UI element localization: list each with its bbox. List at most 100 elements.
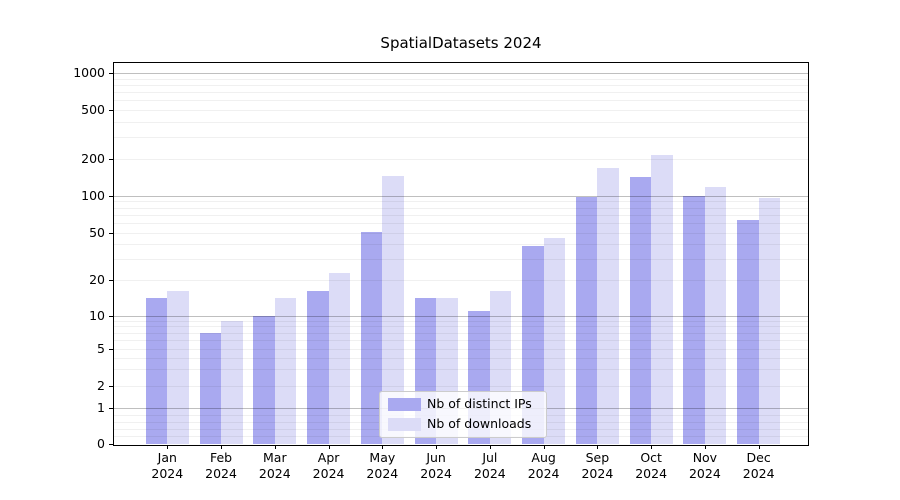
minor-gridline bbox=[114, 214, 809, 216]
x-label-month: Apr bbox=[317, 449, 340, 465]
legend-item-downloads: Nb of downloads bbox=[380, 414, 546, 434]
y-tick-mark bbox=[109, 315, 113, 317]
x-label-year: 2024 bbox=[205, 465, 237, 481]
x-label-month: Oct bbox=[640, 449, 662, 465]
x-tick-label: Mar 2024 bbox=[245, 450, 305, 482]
bar-downloads-nov bbox=[704, 187, 727, 444]
y-tick-mark bbox=[109, 385, 113, 387]
x-label-month: Dec bbox=[746, 449, 771, 465]
minor-gridline bbox=[114, 357, 809, 359]
y-tick-label: 2 bbox=[97, 377, 105, 393]
bar-ips-nov bbox=[683, 195, 705, 444]
bar-downloads-jan bbox=[167, 291, 189, 444]
major-gridline bbox=[114, 73, 809, 75]
legend-swatch-icon bbox=[388, 398, 421, 411]
y-tick-mark bbox=[109, 280, 113, 281]
bar-ips-jan bbox=[145, 298, 168, 444]
x-label-year: 2024 bbox=[581, 465, 614, 481]
minor-gridline bbox=[114, 320, 809, 322]
minor-gridline bbox=[114, 121, 809, 123]
bar-downloads-dec bbox=[758, 197, 781, 444]
x-tick-mark bbox=[758, 445, 760, 449]
x-label-year: 2024 bbox=[312, 465, 345, 481]
minor-gridline bbox=[114, 369, 809, 371]
x-tick-label: Jan 2024 bbox=[137, 450, 197, 482]
y-tick-label: 200 bbox=[81, 151, 105, 166]
legend-label: Nb of distinct IPs bbox=[427, 396, 532, 411]
x-label-year: 2024 bbox=[420, 465, 452, 481]
minor-gridline bbox=[114, 207, 809, 209]
y-tick-label: 1000 bbox=[73, 65, 105, 81]
x-label-year: 2024 bbox=[151, 465, 184, 481]
x-tick-mark bbox=[167, 445, 169, 449]
y-tick-label: 20 bbox=[89, 272, 105, 287]
x-label-month: May bbox=[369, 449, 396, 465]
x-tick-label: Aug 2024 bbox=[514, 450, 574, 482]
x-label-month: Feb bbox=[209, 449, 233, 465]
minor-gridline bbox=[114, 340, 809, 342]
y-tick-label: 10 bbox=[89, 307, 105, 323]
minor-gridline bbox=[114, 100, 809, 102]
x-tick-mark bbox=[221, 445, 223, 449]
y-tick-mark bbox=[109, 159, 113, 160]
bar-ips-feb bbox=[199, 332, 222, 444]
x-label-year: 2024 bbox=[635, 465, 668, 481]
legend-swatch-icon bbox=[388, 418, 421, 431]
y-tick-mark bbox=[109, 349, 113, 350]
chart-title: SpatialDatasets 2024 bbox=[380, 34, 542, 52]
x-tick-label: May 2024 bbox=[352, 450, 412, 482]
x-label-month: Jul bbox=[482, 449, 498, 465]
y-tick-label: 100 bbox=[81, 187, 105, 203]
minor-gridline bbox=[114, 349, 809, 350]
x-tick-label: Nov 2024 bbox=[675, 450, 735, 482]
bar-downloads-aug bbox=[543, 238, 566, 444]
legend: Nb of distinct IPs Nb of downloads bbox=[379, 391, 547, 438]
x-tick-mark bbox=[436, 445, 438, 449]
x-label-year: 2024 bbox=[527, 465, 560, 481]
x-tick-label: Dec 2024 bbox=[729, 450, 789, 482]
x-tick-label: Apr 2024 bbox=[299, 450, 359, 482]
x-label-month: Jan bbox=[157, 449, 177, 465]
minor-gridline bbox=[114, 385, 809, 387]
minor-gridline bbox=[114, 232, 809, 234]
minor-gridline bbox=[114, 326, 809, 328]
minor-gridline bbox=[114, 137, 809, 139]
x-tick-label: Sep 2024 bbox=[567, 450, 627, 482]
bar-downloads-sep bbox=[597, 167, 619, 444]
x-tick-mark bbox=[382, 445, 384, 449]
bar-ips-dec bbox=[737, 219, 759, 444]
x-tick-mark bbox=[274, 445, 276, 449]
y-tick-label: 0 bbox=[97, 435, 105, 451]
minor-gridline bbox=[114, 222, 809, 224]
x-tick-mark bbox=[328, 445, 330, 449]
minor-gridline bbox=[114, 78, 809, 80]
x-tick-label: Jul 2024 bbox=[460, 450, 520, 482]
y-tick-label: 500 bbox=[81, 102, 105, 117]
y-tick-mark bbox=[109, 443, 113, 445]
x-label-year: 2024 bbox=[366, 465, 399, 481]
y-tick-mark bbox=[109, 232, 113, 234]
x-label-month: Sep bbox=[585, 449, 610, 465]
minor-gridline bbox=[114, 85, 809, 87]
minor-gridline bbox=[114, 280, 809, 281]
x-label-month: Aug bbox=[531, 449, 556, 465]
bar-downloads-apr bbox=[328, 272, 351, 444]
x-label-year: 2024 bbox=[258, 465, 291, 481]
y-tick-mark bbox=[109, 110, 113, 111]
bar-downloads-may bbox=[382, 176, 404, 444]
x-tick-mark bbox=[597, 445, 599, 449]
x-label-year: 2024 bbox=[473, 465, 506, 481]
y-tick-mark bbox=[109, 407, 113, 409]
x-label-month: Jun bbox=[426, 449, 446, 465]
minor-gridline bbox=[114, 332, 809, 334]
bar-downloads-mar bbox=[274, 298, 297, 444]
y-tick-label: 50 bbox=[89, 224, 105, 240]
bar-ips-apr bbox=[307, 291, 329, 444]
y-tick-label: 1 bbox=[97, 399, 105, 415]
minor-gridline bbox=[114, 201, 809, 203]
minor-gridline bbox=[114, 159, 809, 160]
minor-gridline bbox=[114, 92, 809, 94]
x-label-year: 2024 bbox=[742, 465, 775, 481]
x-tick-mark bbox=[489, 445, 491, 449]
x-tick-label: Feb 2024 bbox=[191, 450, 251, 482]
